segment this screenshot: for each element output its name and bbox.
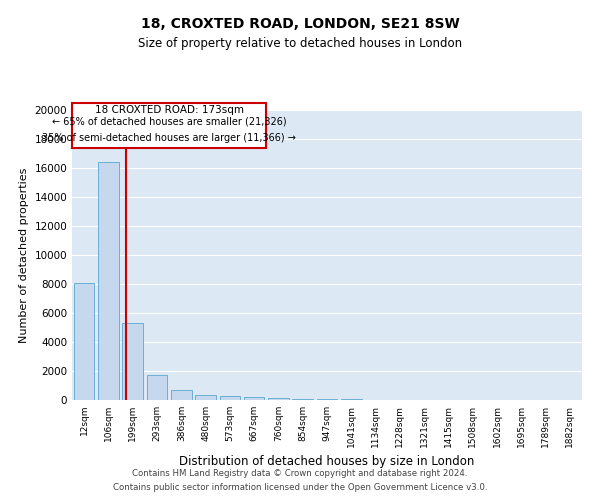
FancyBboxPatch shape [73,103,266,148]
Text: Contains public sector information licensed under the Open Government Licence v3: Contains public sector information licen… [113,484,487,492]
Text: 18, CROXTED ROAD, LONDON, SE21 8SW: 18, CROXTED ROAD, LONDON, SE21 8SW [140,18,460,32]
Bar [98,162,119,400]
Bar [122,323,143,400]
Bar [268,398,289,400]
Bar [195,394,216,400]
Text: Contains HM Land Registry data © Crown copyright and database right 2024.: Contains HM Land Registry data © Crown c… [132,468,468,477]
Y-axis label: Number of detached properties: Number of detached properties [19,168,29,342]
Bar [171,390,191,400]
Bar [317,399,337,400]
Bar [220,396,240,400]
Bar [244,397,265,400]
Text: 18 CROXTED ROAD: 173sqm: 18 CROXTED ROAD: 173sqm [95,105,244,115]
Bar [74,282,94,400]
Bar [292,399,313,400]
Text: Size of property relative to detached houses in London: Size of property relative to detached ho… [138,38,462,51]
X-axis label: Distribution of detached houses by size in London: Distribution of detached houses by size … [179,456,475,468]
Text: ← 65% of detached houses are smaller (21,326): ← 65% of detached houses are smaller (21… [52,116,287,126]
Text: 35% of semi-detached houses are larger (11,366) →: 35% of semi-detached houses are larger (… [43,132,296,142]
Bar [146,374,167,400]
